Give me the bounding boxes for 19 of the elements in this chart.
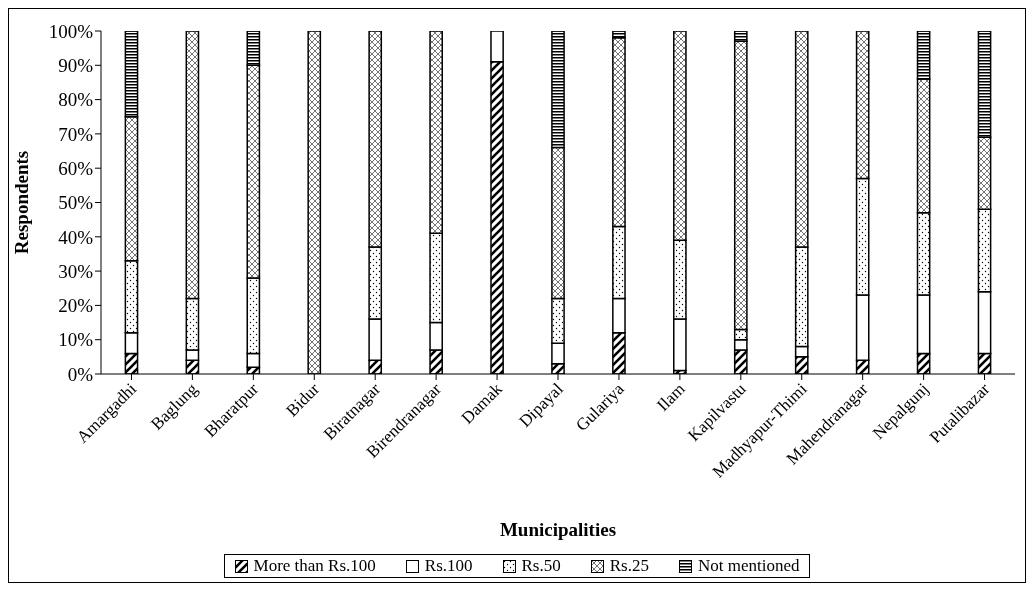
y-tick-label: 60% [58,157,94,179]
y-tick-label: 50% [58,192,94,214]
y-tick-label: 30% [58,260,94,282]
y-axis-title: Respondents [10,150,32,255]
x-tick-label: Ilam [653,379,689,415]
y-tick-label: 70% [58,123,94,145]
legend-label: Rs.25 [608,556,649,576]
legend-label: Rs.50 [520,556,561,576]
y-tick-label: 0% [67,363,94,385]
y-tick-label: 10% [58,329,94,351]
legend-label: More than Rs.100 [252,556,376,576]
y-tick-label: 90% [58,55,94,77]
legend-label: Not mentioned [696,556,800,576]
x-axis-title: Municipalities [499,519,617,540]
legend-label: Rs.100 [423,556,473,576]
y-tick-label: 40% [58,226,94,248]
y-tick-label: 20% [58,295,94,317]
y-tick-label: 100% [48,20,94,42]
y-tick-label: 80% [58,89,94,111]
